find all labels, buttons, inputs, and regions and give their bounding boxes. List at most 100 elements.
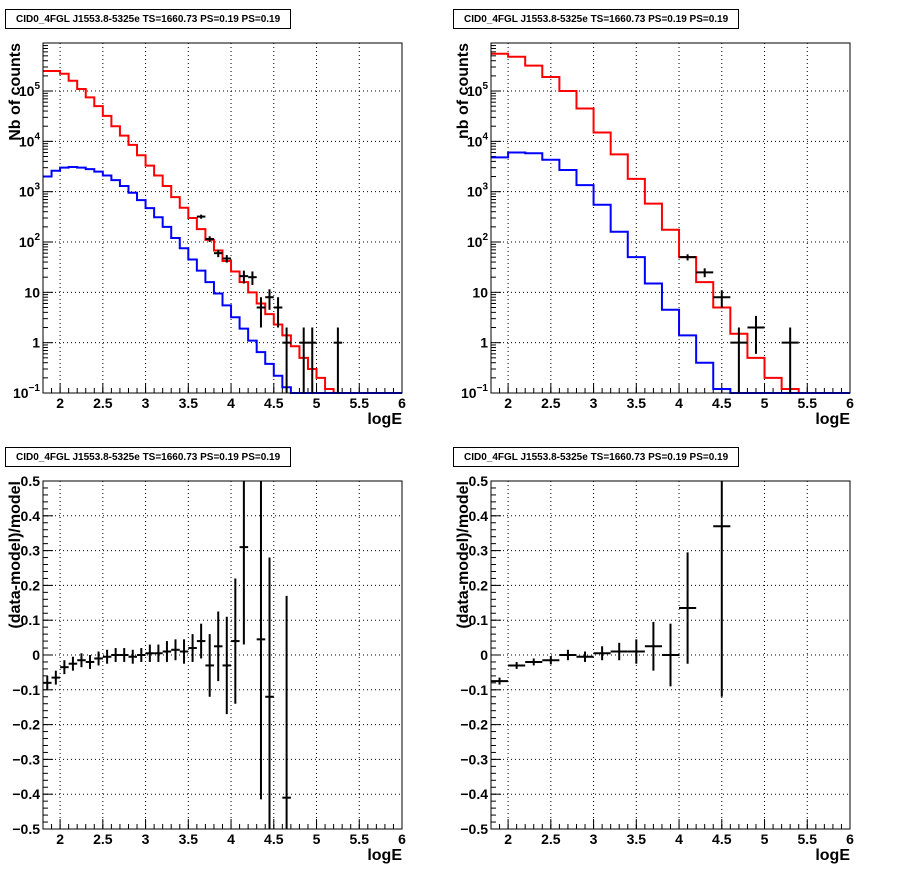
x-axis-label: logE bbox=[367, 847, 402, 864]
data-point bbox=[299, 327, 308, 393]
x-tick-label: 3 bbox=[590, 395, 598, 411]
y-tick-label: 104 bbox=[19, 131, 41, 149]
x-tick-label: 4.5 bbox=[712, 395, 732, 411]
data-point bbox=[282, 595, 291, 829]
x-tick-label: 6 bbox=[398, 395, 406, 411]
x-tick-label: 6 bbox=[398, 831, 406, 847]
data-point bbox=[43, 675, 52, 690]
y-tick-label: 0.1 bbox=[469, 612, 489, 628]
data-point bbox=[679, 254, 697, 261]
data-point bbox=[610, 642, 628, 661]
y-tick-label: 103 bbox=[19, 182, 41, 200]
data-point bbox=[525, 658, 543, 666]
y-tick-label: −0.2 bbox=[460, 717, 488, 733]
y-tick-label: 0.5 bbox=[21, 473, 41, 489]
y-tick-label: 105 bbox=[467, 81, 489, 99]
y-tick-label: 0.4 bbox=[469, 508, 489, 524]
data-point bbox=[593, 646, 611, 661]
plot-panel: 2 2.5 3 3.5 4 4.5 5 5.5 6 10−1 1 10 102 103 104 105 logE… bbox=[7, 42, 406, 428]
y-tick-label: 105 bbox=[19, 81, 41, 99]
x-axis-label: logE bbox=[367, 411, 402, 428]
x-tick-label: 5.5 bbox=[798, 395, 818, 411]
data-point bbox=[508, 661, 526, 669]
x-tick-label: 2.5 bbox=[541, 831, 561, 847]
y-axis-label: (data-model)/model bbox=[455, 481, 472, 629]
minor-ticks bbox=[42, 480, 403, 830]
data-point bbox=[222, 616, 232, 715]
x-tick-label: 4 bbox=[675, 395, 683, 411]
data-point bbox=[213, 611, 223, 682]
y-tick-label: 10 bbox=[24, 284, 40, 300]
data-point bbox=[94, 651, 103, 666]
data-point bbox=[713, 481, 731, 697]
data-point bbox=[696, 268, 714, 278]
data-point bbox=[60, 660, 69, 675]
x-tick-label: 6 bbox=[846, 831, 854, 847]
y-tick-label: 10 bbox=[472, 284, 488, 300]
plot-panel: 2 2.5 3 3.5 4 4.5 5 5.5 6 −0.5 −0.4 −0.3 −0.2 −0.1 0 0.… bbox=[7, 473, 406, 864]
y-tick-label: −0.3 bbox=[12, 751, 40, 767]
x-tick-label: 5 bbox=[313, 395, 321, 411]
data-point bbox=[273, 297, 283, 328]
data-point bbox=[196, 623, 206, 659]
x-tick-label: 5.5 bbox=[798, 831, 818, 847]
x-tick-label: 3.5 bbox=[179, 395, 199, 411]
data-point bbox=[137, 648, 146, 662]
data-point bbox=[68, 656, 78, 671]
y-tick-label: 0.2 bbox=[21, 577, 41, 593]
plot-title: CID0_4FGL J1553.8-5325e TS=1660.73 PS=0.… bbox=[453, 447, 740, 467]
x-tick-label: 2 bbox=[504, 831, 512, 847]
y-tick-label: 102 bbox=[19, 232, 41, 250]
x-tick-label: 3 bbox=[142, 831, 150, 847]
data-point bbox=[679, 552, 697, 664]
data-point bbox=[559, 649, 577, 661]
plot-title: CID0_4FGL J1553.8-5325e TS=1660.73 PS=0.… bbox=[5, 9, 292, 29]
x-tick-label: 2.5 bbox=[541, 395, 561, 411]
y-axis-label: nb of counts bbox=[455, 43, 472, 139]
x-tick-label: 4 bbox=[227, 395, 235, 411]
x-tick-label: 4 bbox=[227, 831, 235, 847]
x-tick-label: 3 bbox=[590, 831, 598, 847]
plot-panel: 2 2.5 3 3.5 4 4.5 5 5.5 6 10−1 1 10 102 103 104 105 logE… bbox=[455, 42, 854, 428]
y-tick-label: 103 bbox=[467, 182, 489, 200]
y-tick-label: 0.3 bbox=[21, 543, 41, 559]
y-tick-label: 0.3 bbox=[469, 543, 489, 559]
x-tick-label: 3.5 bbox=[627, 831, 647, 847]
y-tick-label: −0.2 bbox=[12, 717, 40, 733]
x-tick-label: 5 bbox=[313, 831, 321, 847]
data-point bbox=[239, 270, 249, 284]
x-tick-label: 2 bbox=[56, 831, 64, 847]
data-point bbox=[256, 297, 266, 328]
plot-frame bbox=[42, 480, 403, 830]
x-tick-label: 4 bbox=[675, 831, 683, 847]
data-point bbox=[222, 255, 232, 263]
data-point bbox=[128, 649, 138, 664]
y-tick-label: 0.1 bbox=[21, 612, 41, 628]
y-tick-label: −0.4 bbox=[460, 786, 488, 802]
y-tick-label: 104 bbox=[467, 131, 489, 149]
data-point bbox=[248, 271, 257, 285]
data-point bbox=[171, 639, 180, 661]
data-point bbox=[491, 677, 509, 685]
y-tick-label: −0.5 bbox=[12, 821, 40, 837]
y-tick-label: 0 bbox=[480, 647, 488, 663]
data-point bbox=[333, 327, 343, 393]
data-point bbox=[51, 670, 61, 685]
y-tick-label: 0 bbox=[32, 647, 40, 663]
x-axis-label: logE bbox=[815, 847, 850, 864]
x-tick-label: 3.5 bbox=[627, 395, 647, 411]
data-point bbox=[188, 634, 197, 662]
data-point bbox=[542, 656, 560, 665]
data-point bbox=[196, 214, 206, 219]
data-point bbox=[102, 649, 112, 664]
y-tick-label: 10−1 bbox=[461, 383, 488, 401]
x-tick-label: 5.5 bbox=[350, 831, 370, 847]
x-tick-label: 5 bbox=[761, 831, 769, 847]
data-point bbox=[282, 327, 291, 393]
x-tick-label: 2 bbox=[504, 395, 512, 411]
data-point bbox=[781, 327, 799, 393]
plot-title: CID0_4FGL J1553.8-5325e TS=1660.73 PS=0.… bbox=[5, 447, 292, 467]
x-tick-label: 3 bbox=[142, 395, 150, 411]
data-point bbox=[179, 639, 189, 664]
plot-frame bbox=[42, 42, 403, 394]
